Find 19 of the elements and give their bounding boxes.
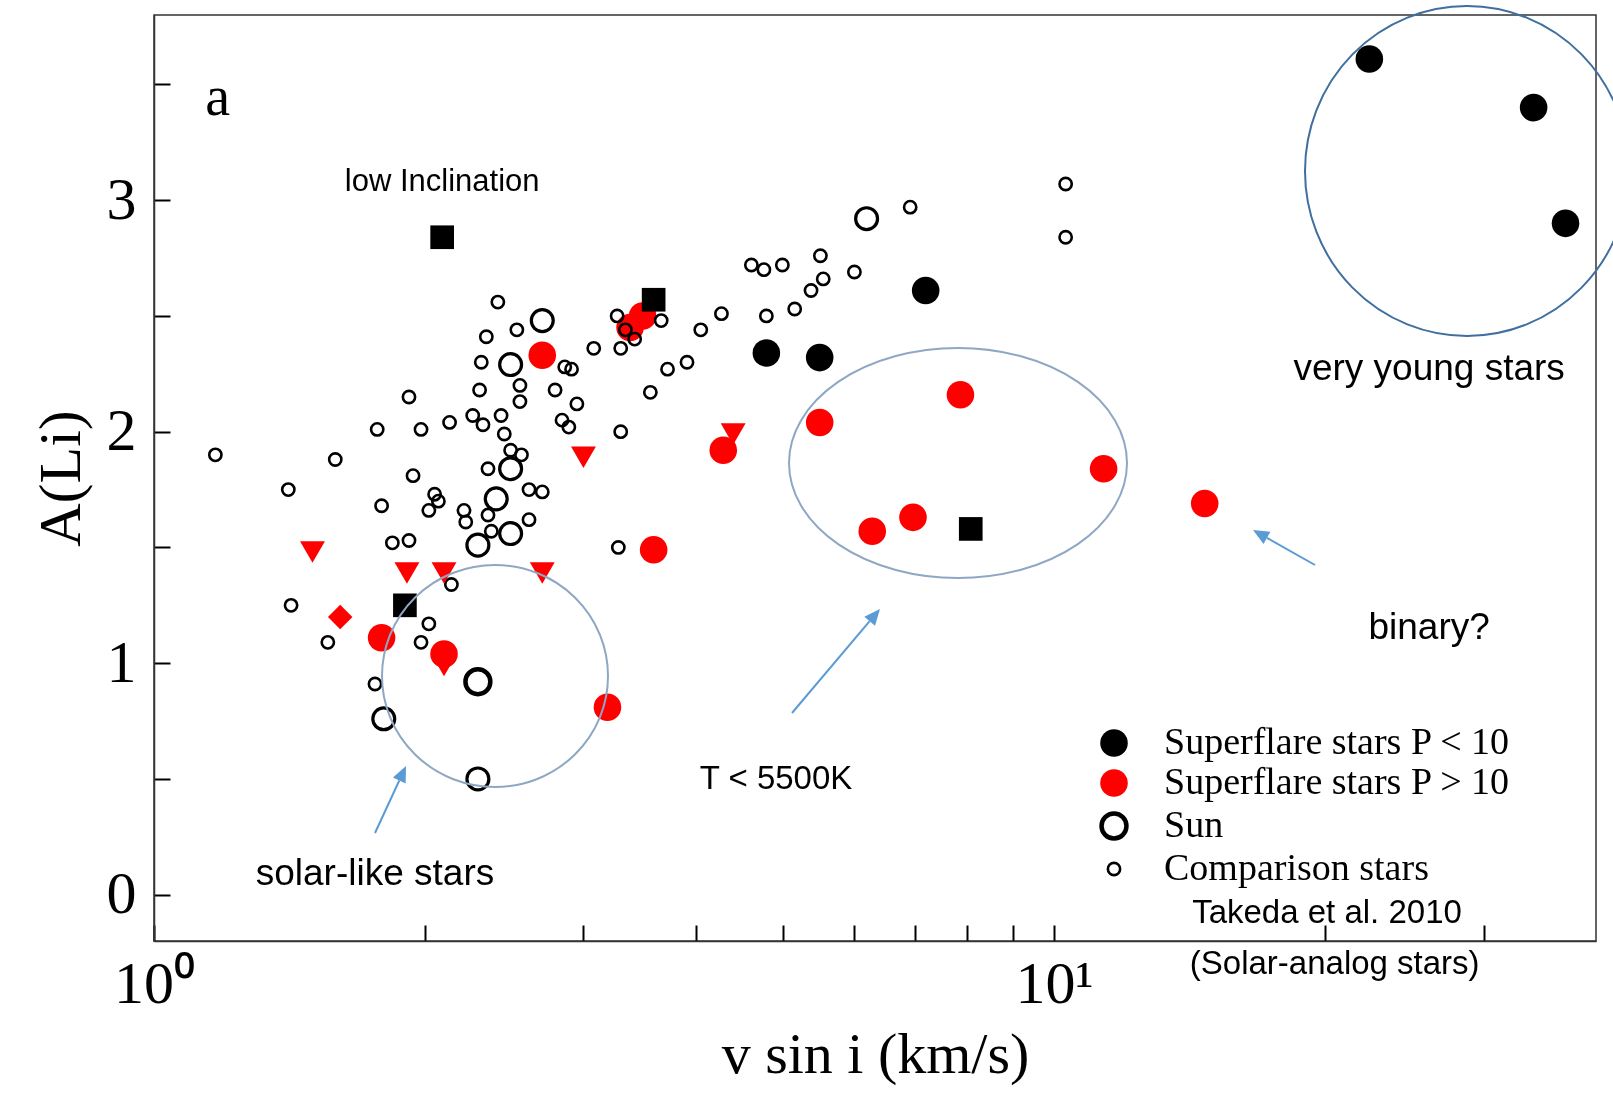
- x-tick-label: 10⁰: [114, 949, 195, 1016]
- legend-label: Superflare stars P < 10: [1164, 720, 1510, 762]
- x-axis-title: v sin i (km/s): [721, 1020, 1030, 1086]
- annotation: a: [205, 65, 231, 128]
- annotation: solar-like stars: [255, 851, 495, 893]
- legend-label: Sun: [1164, 803, 1224, 845]
- x-tick-label: 10¹: [1015, 949, 1094, 1016]
- y-axis-title: A(Li): [26, 410, 93, 547]
- legend-label: Comparison stars: [1164, 846, 1429, 888]
- text: (Solar-analog stars): [1189, 944, 1480, 982]
- annotation: very young stars: [1293, 347, 1565, 389]
- y-tick-label: 3: [106, 165, 137, 232]
- annotation: Takeda et al. 2010: [1192, 893, 1462, 931]
- y-tick-label: 0: [106, 860, 137, 927]
- annotation: binary?: [1368, 606, 1490, 648]
- annotation: T < 5500K: [699, 758, 853, 796]
- y-tick-label: 2: [106, 397, 137, 464]
- annotation: low Inclination: [344, 162, 540, 198]
- y-tick-label: 1: [106, 628, 137, 695]
